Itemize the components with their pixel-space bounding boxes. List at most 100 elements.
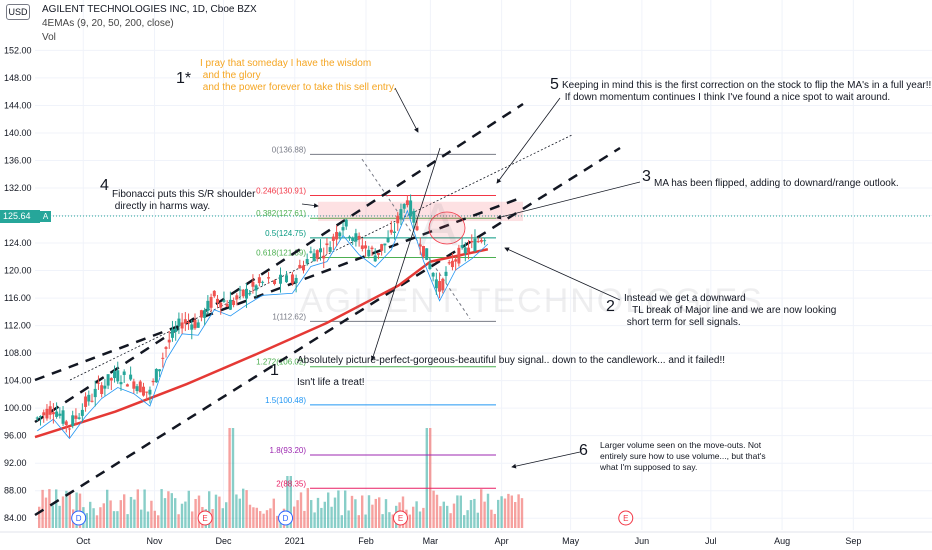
event-marker: [618, 510, 634, 526]
y-tick-label: 96.00: [4, 431, 27, 441]
candle-body: [138, 381, 142, 393]
candle-body: [476, 241, 480, 243]
volume-bar: [38, 506, 41, 528]
currency-badge[interactable]: USD: [6, 4, 30, 20]
volume-bar: [248, 504, 252, 528]
volume-bar: [459, 495, 462, 528]
y-tick-label: 100.00: [4, 403, 32, 413]
candle-body: [71, 415, 75, 426]
volume-bar: [510, 495, 513, 528]
candle-body: [122, 371, 126, 375]
annotation-arrow: [504, 247, 621, 301]
watermark-ticker: A: [418, 191, 459, 258]
watermark-name: AGILENT TECHNOLOGIES: [300, 282, 764, 320]
volume-bar: [167, 491, 170, 528]
volume-bar: [412, 506, 415, 528]
x-tick-label: Mar: [423, 536, 439, 546]
volume-bar: [89, 501, 92, 528]
candle-body: [77, 417, 81, 419]
time-axis: Oct Nov Dec 2021 Feb Mar Apr May Jun Jul Aug Sep: [0, 531, 932, 546]
candle-body: [154, 368, 158, 383]
annotation-1: 1: [270, 362, 279, 379]
x-tick-label: Jun: [635, 536, 650, 546]
candle-body: [174, 328, 178, 332]
volume-bar: [245, 490, 248, 528]
candle-body: [196, 322, 200, 328]
volume-bar: [347, 510, 350, 528]
candle-body: [467, 247, 471, 253]
volume-bar: [452, 503, 456, 528]
y-tick-label: 152.00: [4, 45, 32, 55]
volume-bar: [327, 492, 330, 528]
candle-body: [470, 240, 474, 243]
candle-body: [328, 247, 332, 252]
candle-body: [206, 300, 210, 311]
volume-bar: [116, 511, 119, 528]
volume-bar: [191, 511, 194, 528]
candle-body: [380, 244, 384, 251]
candle-body: [35, 417, 39, 419]
volume-bar: [262, 513, 265, 528]
fibonacci-levels: 0(136.88) 0.246(130.91) 0.382(127.61) 0.5(1…: [256, 145, 523, 489]
volume-bar: [415, 501, 418, 528]
candle-body: [103, 385, 107, 389]
candle-body: [251, 281, 255, 287]
volume-label[interactable]: Vol: [42, 32, 56, 43]
candle-body: [199, 310, 203, 318]
candle-body: [48, 406, 52, 415]
fib-level-label: 0.618(121.89): [256, 249, 306, 258]
annotation-3-text: MA has been flipped, adding to downard/r…: [654, 178, 899, 189]
candle-body: [290, 274, 294, 284]
annotation-1-text: Isn't life a treat!: [297, 377, 365, 388]
annotation-arrow: [496, 181, 641, 220]
candle-body: [219, 302, 223, 308]
candle-body: [312, 253, 316, 262]
candle-body: [90, 400, 94, 402]
volume-bar: [170, 493, 173, 528]
volume-bar: [466, 510, 469, 528]
resistance-zone: [318, 201, 523, 222]
candle-body: [273, 280, 277, 285]
volume-bar: [197, 495, 201, 528]
candle-body: [344, 219, 348, 227]
volume-bar: [296, 500, 299, 528]
volume-bar: [503, 498, 507, 528]
y-tick-label: 84.00: [4, 513, 27, 523]
annotation-2-text: Instead we get a downward TL break of Ma…: [624, 293, 837, 328]
trend-channel-line: [34, 195, 524, 382]
volume-bar: [367, 495, 371, 528]
volume-bar: [333, 497, 337, 528]
candle-body: [164, 347, 168, 349]
volume-bar: [357, 515, 360, 528]
candle-body: [309, 251, 313, 253]
chart-title: AGILENT TECHNOLOGIES INC, 1D, Cboe BZX: [42, 4, 257, 15]
volume-bar: [174, 498, 177, 528]
candle-body: [284, 275, 288, 283]
candle-body: [141, 386, 145, 396]
volume-bar: [514, 502, 517, 528]
symbol-tag: A: [40, 211, 51, 222]
volume-bar: [442, 501, 445, 528]
candle-body: [338, 232, 342, 237]
candle-body: [335, 231, 339, 240]
volume-bar: [44, 497, 48, 528]
annotation-5-text: Keeping in mind this is the first correc…: [562, 80, 932, 103]
volume-bar: [520, 498, 524, 528]
annotation-4-text: Fibonacci puts this S/R shoulder directl…: [112, 189, 256, 212]
trend-inner-line: [69, 134, 573, 381]
indicator-label[interactable]: 4EMAs (9, 20, 50, 200, close): [42, 18, 174, 29]
candle-body: [135, 386, 139, 392]
candle-body: [180, 322, 184, 329]
candle-body: [454, 259, 458, 262]
candle-body: [399, 209, 403, 220]
volume-bar: [136, 489, 139, 528]
x-tick-label: May: [562, 536, 580, 546]
candle-body: [322, 255, 326, 259]
candle-body: [145, 391, 149, 393]
annotation-1star: 1*: [176, 70, 192, 87]
x-tick-label: Apr: [495, 536, 509, 546]
volume-bar: [218, 496, 221, 528]
volume-bar: [272, 498, 275, 528]
volume-bar: [476, 512, 479, 528]
